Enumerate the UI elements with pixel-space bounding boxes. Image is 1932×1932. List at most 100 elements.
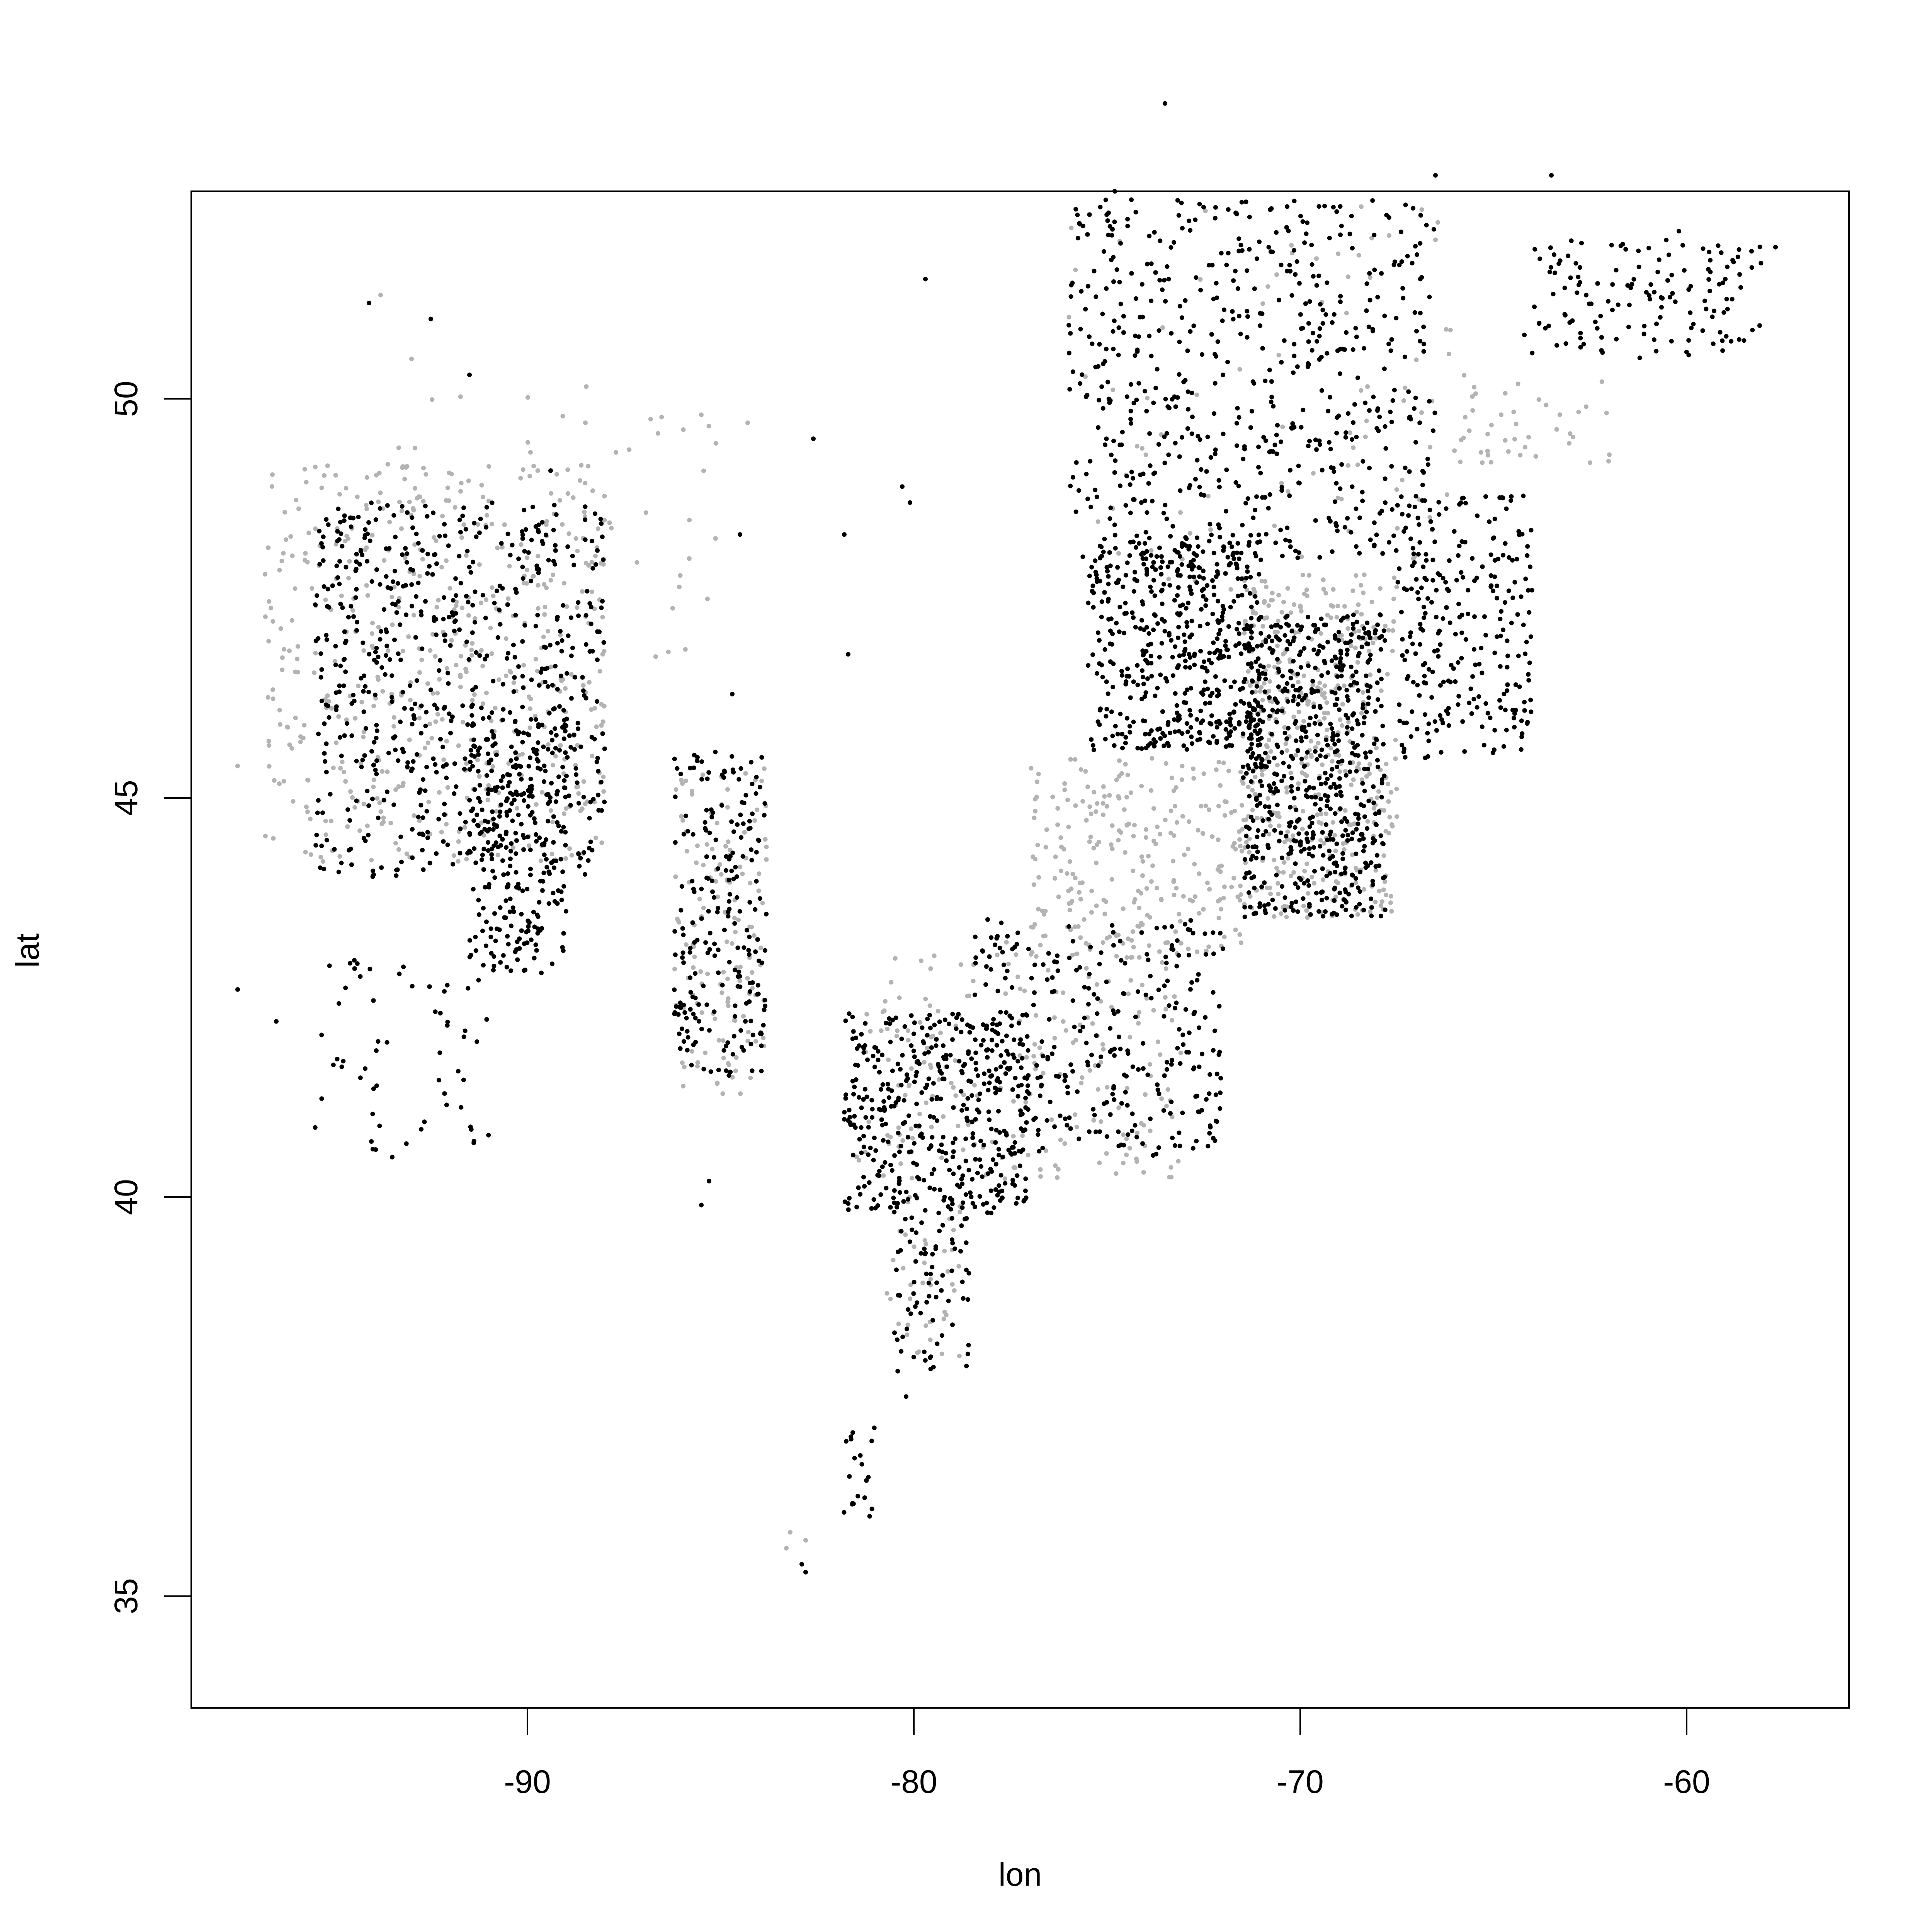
scatter-point [1294, 808, 1299, 812]
scatter-point [1116, 838, 1121, 843]
scatter-point [1339, 871, 1344, 876]
scatter-point [1536, 397, 1541, 402]
scatter-point [1279, 750, 1284, 755]
scatter-point [374, 660, 379, 665]
scatter-point [899, 1083, 904, 1088]
scatter-point [367, 538, 372, 543]
scatter-point [1266, 902, 1271, 907]
scatter-point [1270, 707, 1275, 713]
scatter-point [1117, 939, 1122, 944]
scatter-point [1157, 655, 1162, 660]
scatter-point [584, 384, 589, 389]
scatter-point [1178, 573, 1183, 578]
scatter-point [525, 555, 530, 560]
scatter-point [540, 888, 545, 893]
scatter-point [1333, 690, 1338, 696]
scatter-point [1161, 582, 1166, 587]
scatter-point [1216, 760, 1221, 765]
scatter-point [1308, 912, 1313, 917]
scatter-point [1267, 738, 1272, 743]
scatter-point [1325, 743, 1330, 748]
scatter-point [587, 601, 592, 606]
scatter-point [692, 889, 697, 894]
scatter-point [762, 801, 767, 806]
scatter-point [920, 1281, 925, 1285]
scatter-point [1323, 822, 1328, 827]
scatter-point [1300, 573, 1305, 577]
scatter-point [1065, 798, 1070, 803]
scatter-point [712, 941, 717, 946]
scatter-point [745, 928, 749, 933]
scatter-point [582, 514, 587, 519]
scatter-point [550, 961, 554, 966]
scatter-point [336, 507, 341, 511]
scatter-point [427, 861, 432, 866]
scatter-point [446, 670, 451, 675]
scatter-point [721, 1038, 726, 1043]
scatter-point [542, 582, 547, 587]
scatter-point [1361, 702, 1366, 707]
scatter-point [1018, 1037, 1023, 1042]
scatter-point [1335, 733, 1340, 738]
scatter-point [944, 1064, 949, 1069]
scatter-point [1380, 723, 1385, 728]
scatter-point [552, 503, 557, 508]
scatter-point [1379, 795, 1384, 799]
scatter-point [1175, 938, 1180, 943]
scatter-point [1351, 612, 1356, 617]
scatter-point [1187, 652, 1192, 657]
scatter-point [323, 818, 328, 823]
scatter-point [476, 898, 481, 903]
scatter-point [538, 670, 543, 675]
scatter-point [1211, 951, 1216, 956]
scatter-point [749, 847, 754, 852]
scatter-point [590, 753, 595, 759]
scatter-point [1188, 531, 1192, 536]
scatter-point [1302, 881, 1307, 886]
scatter-point [501, 953, 506, 958]
scatter-point [1436, 500, 1441, 505]
scatter-point [1162, 1014, 1167, 1019]
scatter-point [1456, 553, 1461, 558]
scatter-point [749, 858, 754, 862]
scatter-point [481, 867, 486, 872]
scatter-point [543, 680, 548, 684]
scatter-point [888, 1205, 893, 1210]
scatter-point [1305, 794, 1310, 799]
scatter-point [444, 558, 449, 563]
scatter-point [674, 1004, 679, 1009]
scatter-point [512, 798, 517, 803]
scatter-point [730, 767, 735, 772]
scatter-point [522, 968, 527, 973]
scatter-point [553, 664, 558, 668]
scatter-point [524, 581, 529, 586]
scatter-point [1149, 996, 1154, 1001]
scatter-point [413, 486, 418, 491]
scatter-point [1518, 453, 1523, 457]
scatter-point [1228, 716, 1233, 721]
scatter-point [528, 813, 533, 818]
scatter-point [895, 1028, 900, 1033]
scatter-point [1070, 998, 1075, 1003]
scatter-point [1056, 1074, 1061, 1079]
scatter-point [1044, 1118, 1049, 1123]
scatter-point [1182, 922, 1187, 927]
scatter-point [1187, 1030, 1192, 1035]
scatter-point [602, 518, 607, 523]
scatter-point [889, 1168, 895, 1173]
scatter-point [979, 1043, 984, 1048]
scatter-point [993, 942, 998, 947]
scatter-point [1126, 936, 1131, 941]
scatter-point [687, 950, 692, 955]
scatter-point [1139, 1121, 1144, 1126]
scatter-point [734, 874, 739, 879]
scatter-point [1004, 1131, 1009, 1136]
scatter-point [1324, 803, 1329, 808]
scatter-point [926, 1050, 931, 1055]
scatter-point [553, 746, 558, 751]
scatter-point [592, 606, 597, 611]
scatter-point [1188, 588, 1193, 593]
scatter-point [1062, 1141, 1067, 1146]
scatter-point [990, 1037, 995, 1043]
scatter-point [538, 767, 543, 772]
